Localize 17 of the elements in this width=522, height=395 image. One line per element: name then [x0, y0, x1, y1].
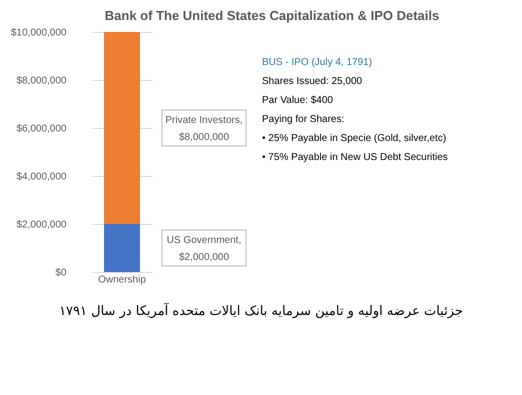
y-tick-label: $0: [55, 268, 67, 278]
y-tick-label: $8,000,000: [16, 76, 67, 86]
y-tick-label: $4,000,000: [16, 172, 67, 182]
text: US Government, $2,000,000: [166, 235, 242, 263]
y-tick-label: $2,000,000: [16, 220, 67, 230]
text: جزئیات عرضه اولیه و تامین سرمایه بانک ایالات متحده آمریکا در سال ۱۷۹۱: [58, 304, 464, 319]
text: • 75% Payable in New US Debt Securities: [262, 152, 448, 163]
text: Bank of The United States Capitalization & IPO Details: [104, 8, 440, 23]
y-tick-label: $6,000,000: [16, 124, 67, 134]
text: Private Investors, $8,000,000: [165, 115, 243, 143]
text: BUS - IPO (July 4, 1791): [262, 57, 372, 68]
text: • 25% Payable in Specie (Gold, silver,etc): [262, 133, 446, 144]
text: Par Value: $400: [262, 95, 334, 106]
text: Paying for Shares:: [262, 114, 344, 125]
y-tick-label: $10,000,000: [10, 28, 67, 38]
x-tick-label: Ownership: [98, 274, 146, 286]
text: Shares Issued: 25,000: [262, 76, 363, 87]
